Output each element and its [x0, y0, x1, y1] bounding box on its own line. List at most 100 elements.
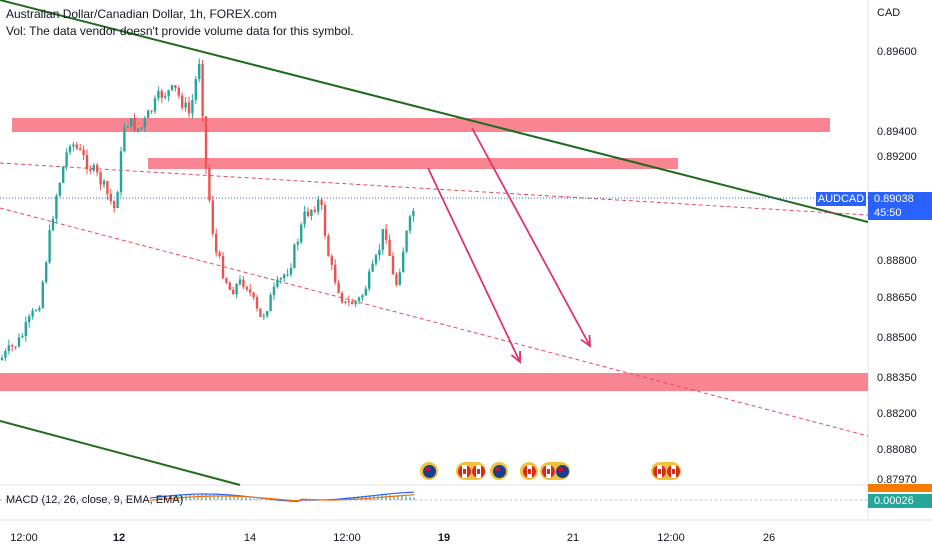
economic-event-icon[interactable] [456, 462, 486, 480]
economic-event-icon[interactable] [420, 462, 438, 480]
time-tick: 12:00 [10, 532, 38, 544]
time-tick: 12 [112, 532, 126, 544]
bar-countdown: 45:50 [874, 207, 902, 219]
candle-body [198, 63, 201, 80]
resistance-zone-upper [12, 118, 830, 132]
bearish-projection-arrow-1 [427, 167, 521, 363]
candle-body [51, 218, 55, 231]
candle-body [385, 229, 388, 240]
candle-body [55, 195, 58, 219]
candle-body [116, 192, 119, 208]
candle-body [0, 357, 4, 360]
candle-body [364, 288, 367, 296]
candle-body [99, 172, 102, 185]
candle-body [65, 152, 68, 167]
candle-body [38, 307, 41, 311]
candle-body [143, 117, 146, 128]
candle-body [378, 249, 381, 256]
candle-body [106, 181, 109, 194]
candle-body [402, 251, 405, 273]
candle-body [398, 272, 401, 285]
candle-body [361, 295, 364, 298]
candle-body [279, 278, 282, 280]
last-price-badge: 0.89038 45:50 [868, 192, 932, 220]
price-tick: 0.88500 [877, 332, 917, 344]
candle-body [170, 85, 174, 91]
candle-body [293, 244, 296, 268]
candle-body [140, 127, 143, 129]
price-tick: 0.88800 [877, 255, 917, 267]
candle-body [412, 211, 415, 217]
descending-trendline-lower [0, 420, 241, 486]
candle-body [228, 282, 231, 290]
time-tick: 12:00 [657, 532, 685, 544]
candle-body [317, 199, 320, 212]
candle-body [24, 322, 27, 337]
candle-body [204, 116, 208, 169]
candle-body [102, 181, 106, 185]
currency-label: CAD [877, 7, 901, 19]
economic-event-icon[interactable] [540, 462, 570, 480]
candle-body [303, 211, 306, 225]
candle-body [174, 85, 177, 88]
candle-body [85, 154, 89, 170]
economic-event-icon[interactable] [651, 462, 681, 480]
candle-body [181, 95, 184, 108]
candle-body [215, 233, 218, 253]
candle-body [41, 281, 44, 308]
price-tick: 0.88350 [877, 372, 917, 384]
candle-body [408, 216, 412, 231]
candle-body [153, 98, 157, 112]
candle-body [21, 336, 24, 338]
candle-body [157, 90, 160, 99]
canada-flag-icon [457, 464, 471, 478]
candle-body [28, 316, 31, 323]
candle-body [133, 118, 136, 132]
candle-body [221, 255, 225, 279]
candle-body [187, 102, 191, 114]
channel-line-upper [0, 162, 869, 216]
candle-body [255, 297, 259, 309]
economic-event-icon[interactable] [490, 462, 508, 480]
candle-body [58, 182, 61, 196]
candle-body [313, 209, 316, 212]
candle-body [184, 102, 187, 108]
time-tick: 21 [566, 532, 580, 544]
time-tick: 14 [243, 532, 257, 544]
candle-body [381, 229, 384, 250]
candle-body [211, 200, 214, 234]
candle-body [130, 118, 133, 127]
candle-body [300, 224, 303, 243]
candle-body [75, 144, 78, 149]
candle-body [96, 165, 99, 173]
candle-body [45, 262, 48, 282]
candle-body [160, 90, 163, 98]
bearish-projection-arrow-2-head [580, 334, 591, 348]
price-tick: 0.89600 [877, 46, 917, 58]
candle-body [201, 63, 204, 117]
candle-body [79, 148, 82, 150]
last-price: 0.89038 [874, 193, 914, 205]
candle-body [374, 255, 378, 264]
candle-body [371, 263, 374, 272]
candle-body [262, 315, 265, 317]
candle-body [191, 100, 194, 114]
candle-body [194, 79, 197, 101]
time-tick: 12:00 [333, 532, 361, 544]
candle-body [340, 293, 344, 303]
candle-body [208, 168, 211, 201]
candle-body [119, 151, 123, 193]
economic-event-icon[interactable] [520, 462, 538, 480]
candle-body [123, 127, 126, 152]
macd-legend[interactable]: MACD (12, 26, close, 9, EMA, EMA) [6, 494, 184, 506]
candle-body [68, 146, 72, 153]
candle-body [391, 255, 395, 275]
candle-body [238, 279, 242, 285]
resistance-zone-lower [148, 158, 678, 169]
candle-body [164, 96, 167, 98]
time-tick: 19 [437, 532, 451, 544]
candle-body [351, 301, 354, 305]
candle-body [337, 282, 340, 294]
